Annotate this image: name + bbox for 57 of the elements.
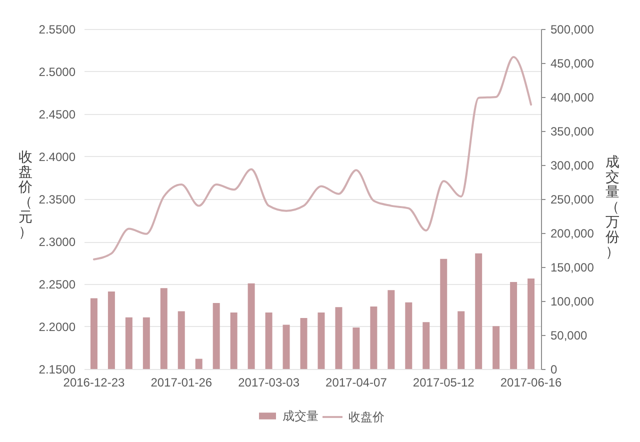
bar: [528, 278, 535, 369]
bar: [178, 311, 185, 369]
bar: [230, 312, 238, 369]
bar: [335, 307, 342, 369]
y2-tick-label: 300,000: [550, 158, 594, 172]
bar: [405, 302, 412, 369]
y-tick-label: 2.2000: [38, 320, 76, 334]
y-tick-label: 2.5500: [38, 22, 76, 36]
y2-tick-label: 150,000: [550, 260, 594, 274]
bar: [195, 358, 202, 369]
bar: [265, 312, 272, 369]
y-tick-label: 2.3500: [38, 192, 76, 206]
y2-tick-label: 50,000: [550, 328, 588, 342]
x-tick-label: 2017-01-26: [150, 376, 212, 390]
y2-tick-label: 400,000: [550, 90, 594, 104]
bar: [352, 328, 360, 369]
bar: [142, 317, 150, 369]
y2-tick-label: 100,000: [550, 294, 594, 308]
x-tick-label: 2017-06-16: [500, 376, 562, 390]
y2-tick-label: 200,000: [550, 226, 594, 240]
bar: [125, 317, 132, 369]
bar: [492, 326, 500, 369]
bar: [248, 283, 255, 369]
bar: [282, 324, 290, 369]
x-tick-label: 2017-03-03: [238, 376, 300, 390]
y2-tick-label: 500,000: [550, 22, 594, 36]
y-axis-title: 收盘价（元）: [18, 148, 32, 240]
x-tick-label: 2016-12-23: [63, 376, 125, 390]
bar: [318, 312, 325, 369]
y-tick-label: 2.1500: [38, 362, 76, 376]
y2-axis-title: 成交量（万份）: [606, 154, 620, 260]
bar: [440, 258, 448, 369]
legend-label: 收盘价: [348, 410, 384, 424]
bar: [510, 282, 518, 369]
y2-tick-label: 450,000: [550, 56, 594, 70]
y-tick-label: 2.4500: [38, 108, 76, 122]
legend-label: 成交量: [282, 409, 318, 423]
y2-tick-label: 350,000: [550, 124, 594, 138]
y2-tick-label: 250,000: [550, 192, 594, 206]
bar: [90, 298, 98, 369]
y-tick-label: 2.5000: [38, 65, 76, 79]
x-tick-label: 2017-05-12: [412, 376, 475, 390]
y-tick-label: 2.2500: [38, 278, 76, 292]
bar: [475, 253, 482, 369]
bar: [160, 288, 168, 369]
bar: [388, 290, 395, 369]
x-tick-label: 2017-04-07: [326, 376, 388, 390]
bar: [370, 306, 378, 369]
y-tick-label: 2.4000: [38, 150, 76, 164]
bar: [300, 318, 308, 369]
bar: [422, 322, 430, 369]
y-tick-label: 2.3000: [38, 235, 76, 249]
bar: [212, 303, 220, 369]
y2-tick-label: 0: [550, 362, 558, 376]
bar: [108, 291, 115, 369]
bar: [458, 311, 465, 369]
line-series: [92, 56, 532, 260]
